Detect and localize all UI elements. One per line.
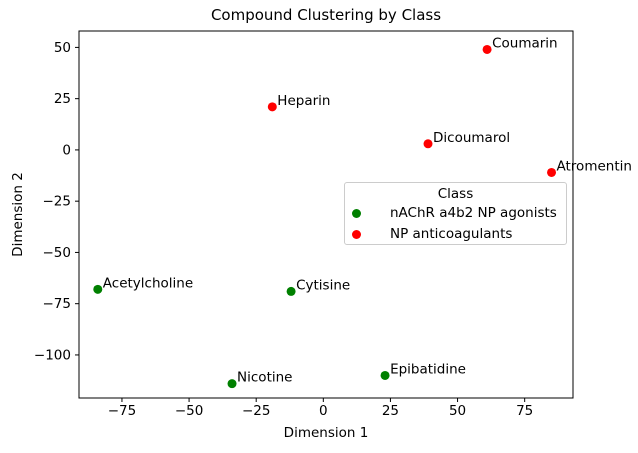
point-label: Epibatidine: [390, 361, 466, 377]
data-point: [380, 370, 390, 380]
legend: Class nAChR a4b2 NP agonists NP anticoag…: [344, 182, 567, 245]
data-point: [227, 379, 237, 389]
y-tick-label: −50: [43, 245, 72, 261]
data-point: [93, 284, 103, 294]
data-point: [482, 44, 492, 54]
x-tick-label: −75: [108, 403, 137, 419]
point-label: Atromentin: [557, 158, 632, 174]
y-axis-label: Dimension 2: [10, 172, 26, 257]
y-tick-label: 25: [54, 91, 71, 107]
legend-title: Class: [437, 186, 474, 202]
point-label: Cytisine: [296, 277, 350, 293]
y-tick-label: 0: [62, 142, 71, 158]
point-label: Heparin: [277, 93, 330, 109]
chart-title: Compound Clustering by Class: [211, 6, 441, 24]
point-label: Acetylcholine: [103, 275, 193, 291]
y-tick-label: −100: [34, 347, 71, 363]
y-tick-label: 50: [54, 40, 71, 56]
point-label: Coumarin: [492, 35, 558, 51]
legend-item-anticoagulants: NP anticoagulants: [345, 224, 566, 245]
x-tick-label: 75: [516, 403, 533, 419]
data-point: [286, 286, 296, 296]
data-point: [547, 167, 557, 177]
legend-swatch-red-dot: [352, 230, 361, 239]
x-tick-label: 25: [382, 403, 399, 419]
legend-swatch-green-dot: [352, 209, 361, 218]
legend-label: nAChR a4b2 NP agonists: [390, 205, 557, 221]
data-point: [423, 139, 433, 149]
x-tick-label: 0: [319, 403, 328, 419]
x-tick-label: −25: [242, 403, 271, 419]
data-point: [267, 102, 277, 112]
x-tick-label: −50: [175, 403, 204, 419]
point-label: Nicotine: [237, 370, 292, 386]
legend-item-agonists: nAChR a4b2 NP agonists: [345, 203, 566, 224]
x-tick-label: 50: [449, 403, 466, 419]
x-axis-label: Dimension 1: [284, 425, 369, 441]
legend-label: NP anticoagulants: [390, 226, 513, 242]
plot-frame: [78, 30, 574, 399]
y-tick-label: −25: [43, 194, 72, 210]
point-label: Dicoumarol: [433, 130, 510, 146]
y-tick-label: −75: [43, 296, 72, 312]
